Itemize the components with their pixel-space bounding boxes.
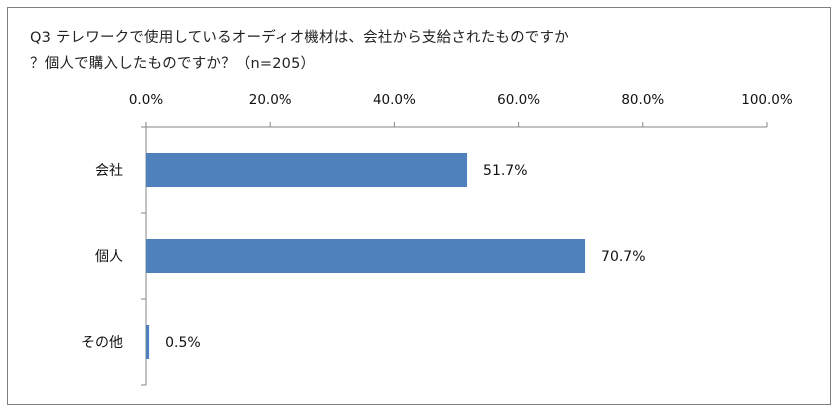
data-label: 51.7% <box>483 163 527 179</box>
bar-2 <box>146 239 586 273</box>
category-label: 会社 <box>95 163 123 179</box>
x-tick-label: 0.0% <box>129 92 163 108</box>
data-label: 0.5% <box>165 335 201 351</box>
chart-title-line-1: Q3 テレワークで使用しているオーディオ機材は、会社から支給されたものですか <box>30 30 569 46</box>
category-label: 個人 <box>95 249 123 265</box>
x-tick-label: 20.0% <box>249 92 292 108</box>
x-tick-label: 60.0% <box>497 92 540 108</box>
x-tick-label: 40.0% <box>373 92 416 108</box>
category-label: その他 <box>81 335 123 351</box>
bar-3 <box>146 325 150 359</box>
data-label: 70.7% <box>601 249 645 265</box>
x-tick-label: 100.0% <box>741 92 793 108</box>
chart-frame: Q3 テレワークで使用しているオーディオ機材は、会社から支給されたものですか ？… <box>7 7 831 405</box>
x-tick-label: 80.0% <box>621 92 664 108</box>
chart-title-line-2: ？個人で購入したものですか？（n=205） <box>30 56 316 72</box>
bar-1 <box>146 153 468 187</box>
